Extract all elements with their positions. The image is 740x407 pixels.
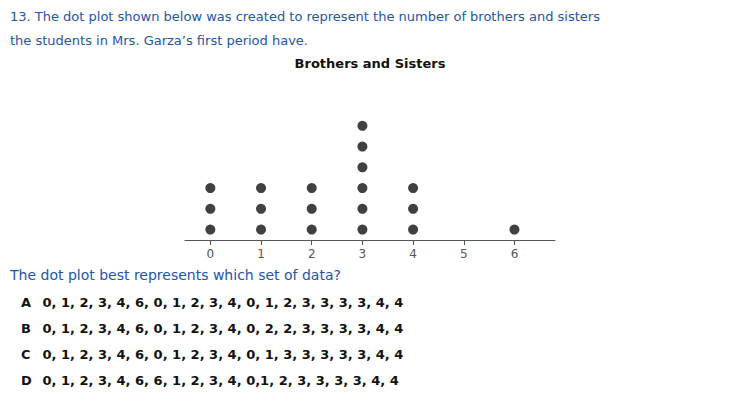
svg-text:13. The dot plot shown below w: 13. The dot plot shown below was created… xyxy=(10,9,600,24)
svg-text:5: 5 xyxy=(460,247,468,261)
svg-text:0, 1, 2, 3, 4, 6, 0, 1, 2, 3,: 0, 1, 2, 3, 4, 6, 0, 1, 2, 3, 4, 0, 2, 2… xyxy=(38,321,403,336)
svg-text:B: B xyxy=(21,321,31,336)
svg-text:0, 1, 2, 3, 4, 6, 6, 1, 2, 3,: 0, 1, 2, 3, 4, 6, 6, 1, 2, 3, 4, 0,1, 2,… xyxy=(38,373,399,388)
svg-text:6: 6 xyxy=(511,247,519,261)
svg-text:A: A xyxy=(21,295,31,310)
svg-text:0, 1, 2, 3, 4, 6, 0, 1, 2, 3,: 0, 1, 2, 3, 4, 6, 0, 1, 2, 3, 4, 0, 1, 2… xyxy=(38,295,403,310)
svg-text:0: 0 xyxy=(207,247,215,261)
svg-text:1: 1 xyxy=(257,247,265,261)
svg-text:2: 2 xyxy=(308,247,316,261)
svg-text:3: 3 xyxy=(359,247,367,261)
svg-text:Brothers and Sisters: Brothers and Sisters xyxy=(295,56,446,71)
svg-text:D: D xyxy=(21,373,32,388)
svg-text:C: C xyxy=(21,347,31,362)
svg-text:The dot plot best represents w: The dot plot best represents which set o… xyxy=(9,267,341,283)
svg-text:4: 4 xyxy=(409,247,417,261)
svg-text:the students in Mrs. Garza’s f: the students in Mrs. Garza’s first perio… xyxy=(10,33,308,48)
svg-text:0, 1, 2, 3, 4, 6, 0, 1, 2, 3,: 0, 1, 2, 3, 4, 6, 0, 1, 2, 3, 4, 0, 1, 3… xyxy=(38,347,403,362)
